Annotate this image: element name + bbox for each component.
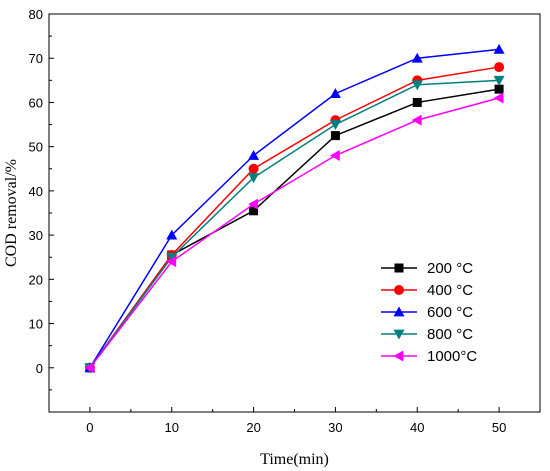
data-point	[166, 256, 177, 268]
data-point	[411, 80, 423, 91]
y-tick-label: 10	[29, 317, 43, 332]
data-point	[493, 92, 504, 104]
legend-item: 800 °C	[381, 326, 473, 343]
x-axis-title: Time(min)	[260, 451, 329, 468]
legend-label: 600 °C	[427, 304, 473, 321]
data-point	[248, 163, 259, 174]
legend: 200 °C 400 °C 600 °C 800 °C 1000°C	[373, 253, 506, 373]
x-tick-label: 20	[246, 420, 260, 435]
legend-marker	[394, 285, 404, 295]
x-tick-label: 30	[328, 420, 342, 435]
legend-item: 400 °C	[381, 282, 473, 299]
series-line	[89, 48, 500, 369]
data-point	[329, 150, 340, 162]
data-point	[166, 229, 178, 240]
legend-label: 400 °C	[427, 282, 473, 299]
x-tick-label: 10	[165, 420, 179, 435]
series-layer	[84, 43, 505, 374]
series-line	[89, 66, 500, 369]
data-point	[166, 252, 178, 263]
axis-ticks: 0 10 20 30 40 50 0 10 20 30 40 50 60 70 80	[29, 7, 541, 435]
x-tick-label: 40	[410, 420, 424, 435]
legend-item: 600 °C	[381, 304, 473, 321]
data-point	[494, 62, 505, 73]
data-point	[248, 173, 260, 184]
legend-marker	[393, 306, 405, 317]
data-point	[249, 206, 259, 216]
y-tick-label: 80	[29, 7, 43, 22]
legend-item: 1000°C	[381, 348, 477, 365]
x-tick-label: 0	[86, 420, 93, 435]
data-point	[494, 84, 504, 94]
data-point	[493, 43, 505, 54]
series-line	[89, 97, 500, 369]
legend-label: 800 °C	[427, 326, 473, 343]
series-2	[84, 43, 505, 373]
legend-label: 1000°C	[427, 348, 477, 365]
x-tick-label: 50	[492, 420, 506, 435]
series-line	[89, 79, 500, 369]
legend-marker	[393, 350, 404, 362]
legend-marker	[393, 329, 405, 340]
y-tick-label: 60	[29, 95, 43, 110]
data-point	[329, 120, 341, 131]
data-point	[411, 114, 422, 126]
legend-marker	[394, 263, 404, 273]
y-tick-label: 70	[29, 51, 43, 66]
data-point	[248, 198, 258, 210]
data-point	[493, 75, 505, 86]
y-tick-label: 40	[29, 184, 43, 199]
y-tick-label: 50	[29, 140, 43, 155]
series-4	[84, 92, 504, 374]
y-tick-label: 30	[29, 228, 43, 243]
data-point	[411, 52, 423, 63]
y-tick-label: 0	[36, 361, 43, 376]
data-point	[248, 150, 260, 160]
data-point	[412, 97, 422, 107]
data-point	[329, 88, 341, 98]
y-tick-label: 20	[29, 272, 43, 287]
data-point	[84, 362, 95, 374]
legend-box	[373, 253, 506, 373]
y-axis-title: COD removal/%	[3, 159, 20, 267]
data-point	[330, 131, 340, 141]
legend-label: 200 °C	[427, 260, 473, 277]
legend-item: 200 °C	[381, 260, 473, 277]
